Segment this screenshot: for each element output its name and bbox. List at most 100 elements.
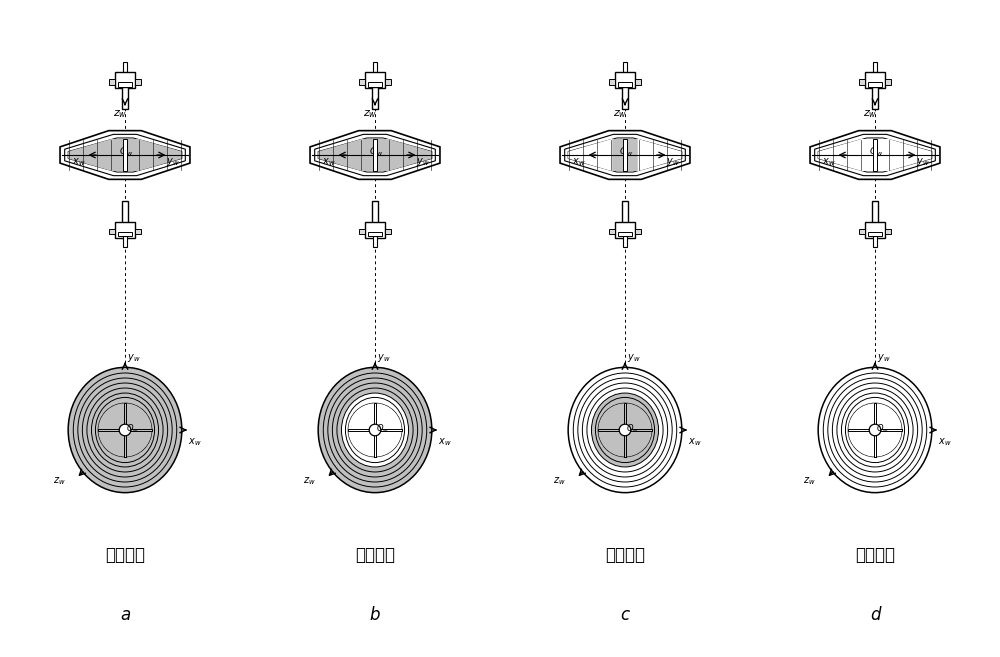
Polygon shape: [65, 134, 185, 175]
Polygon shape: [598, 403, 625, 430]
Ellipse shape: [87, 388, 163, 472]
Text: $y_w$: $y_w$: [916, 156, 929, 168]
Text: 外槽充液: 外槽充液: [355, 546, 395, 564]
Text: b: b: [370, 606, 380, 624]
Polygon shape: [388, 139, 432, 171]
Ellipse shape: [598, 403, 652, 457]
Ellipse shape: [582, 383, 668, 477]
Bar: [123, 237, 127, 246]
Bar: [122, 202, 128, 223]
Ellipse shape: [73, 373, 177, 487]
Ellipse shape: [337, 388, 413, 472]
Polygon shape: [888, 139, 932, 171]
Text: $z_w$: $z_w$: [53, 475, 66, 487]
Bar: [874, 403, 876, 457]
Text: $z_w$: $z_w$: [613, 108, 628, 120]
Text: $x_w$: $x_w$: [72, 156, 85, 168]
Bar: [873, 62, 877, 74]
Bar: [109, 229, 115, 235]
Text: $z_w$: $z_w$: [303, 475, 316, 487]
Bar: [365, 221, 385, 238]
Bar: [622, 202, 628, 223]
Bar: [118, 82, 132, 87]
Bar: [874, 403, 876, 457]
Ellipse shape: [119, 424, 131, 436]
Bar: [374, 403, 376, 457]
Bar: [624, 403, 626, 457]
Text: $y_w$: $y_w$: [127, 352, 140, 364]
Bar: [598, 428, 652, 432]
Bar: [362, 139, 388, 171]
Text: $O_w$: $O_w$: [876, 422, 890, 434]
Ellipse shape: [832, 383, 918, 477]
Polygon shape: [818, 139, 862, 171]
Ellipse shape: [332, 383, 418, 477]
Polygon shape: [568, 138, 682, 172]
Polygon shape: [848, 403, 875, 430]
Bar: [118, 231, 132, 237]
Bar: [365, 72, 385, 88]
Bar: [618, 82, 632, 87]
Polygon shape: [125, 403, 152, 430]
Ellipse shape: [848, 403, 902, 457]
Bar: [135, 229, 141, 235]
Bar: [865, 72, 885, 88]
Bar: [623, 62, 627, 74]
Bar: [373, 62, 377, 74]
Polygon shape: [875, 430, 902, 457]
Bar: [112, 139, 138, 171]
Text: $O_w$: $O_w$: [119, 146, 133, 158]
Ellipse shape: [595, 397, 655, 463]
Text: $z_w$: $z_w$: [113, 108, 128, 120]
Polygon shape: [568, 139, 612, 171]
Bar: [635, 229, 641, 235]
Bar: [368, 231, 382, 237]
Polygon shape: [348, 403, 375, 430]
Polygon shape: [60, 131, 190, 179]
Polygon shape: [68, 138, 182, 172]
Ellipse shape: [345, 397, 405, 463]
Bar: [862, 139, 888, 171]
Text: $y_w$: $y_w$: [416, 156, 429, 168]
Bar: [612, 139, 638, 171]
Bar: [98, 428, 152, 432]
Text: $O_w$: $O_w$: [626, 422, 640, 434]
Text: 液体充满: 液体充满: [105, 546, 145, 564]
Ellipse shape: [818, 367, 932, 493]
Text: $z_w$: $z_w$: [803, 475, 816, 487]
Polygon shape: [375, 403, 402, 430]
Text: $x_w$: $x_w$: [188, 436, 201, 447]
Text: $x_w$: $x_w$: [938, 436, 951, 447]
Ellipse shape: [869, 424, 881, 436]
Polygon shape: [625, 430, 652, 457]
Bar: [859, 79, 865, 85]
Bar: [368, 82, 382, 87]
Bar: [123, 62, 127, 74]
Polygon shape: [138, 139, 182, 171]
Ellipse shape: [369, 424, 381, 436]
Bar: [359, 229, 365, 235]
Bar: [115, 72, 135, 88]
Polygon shape: [818, 138, 932, 172]
Ellipse shape: [98, 403, 152, 457]
Bar: [122, 87, 128, 108]
Bar: [109, 79, 115, 85]
Ellipse shape: [568, 367, 682, 493]
Polygon shape: [625, 403, 652, 430]
Text: $z_w$: $z_w$: [363, 108, 378, 120]
Polygon shape: [848, 430, 875, 457]
Polygon shape: [810, 131, 940, 179]
Bar: [868, 82, 882, 87]
Polygon shape: [598, 430, 625, 457]
Bar: [635, 79, 641, 85]
Text: $y_w$: $y_w$: [877, 352, 890, 364]
Ellipse shape: [578, 378, 672, 482]
Polygon shape: [815, 134, 935, 175]
Polygon shape: [375, 430, 402, 457]
Bar: [848, 428, 902, 432]
Ellipse shape: [328, 378, 422, 482]
Polygon shape: [315, 134, 435, 175]
Ellipse shape: [837, 388, 913, 472]
Polygon shape: [560, 131, 690, 179]
Text: $x_w$: $x_w$: [438, 436, 451, 447]
